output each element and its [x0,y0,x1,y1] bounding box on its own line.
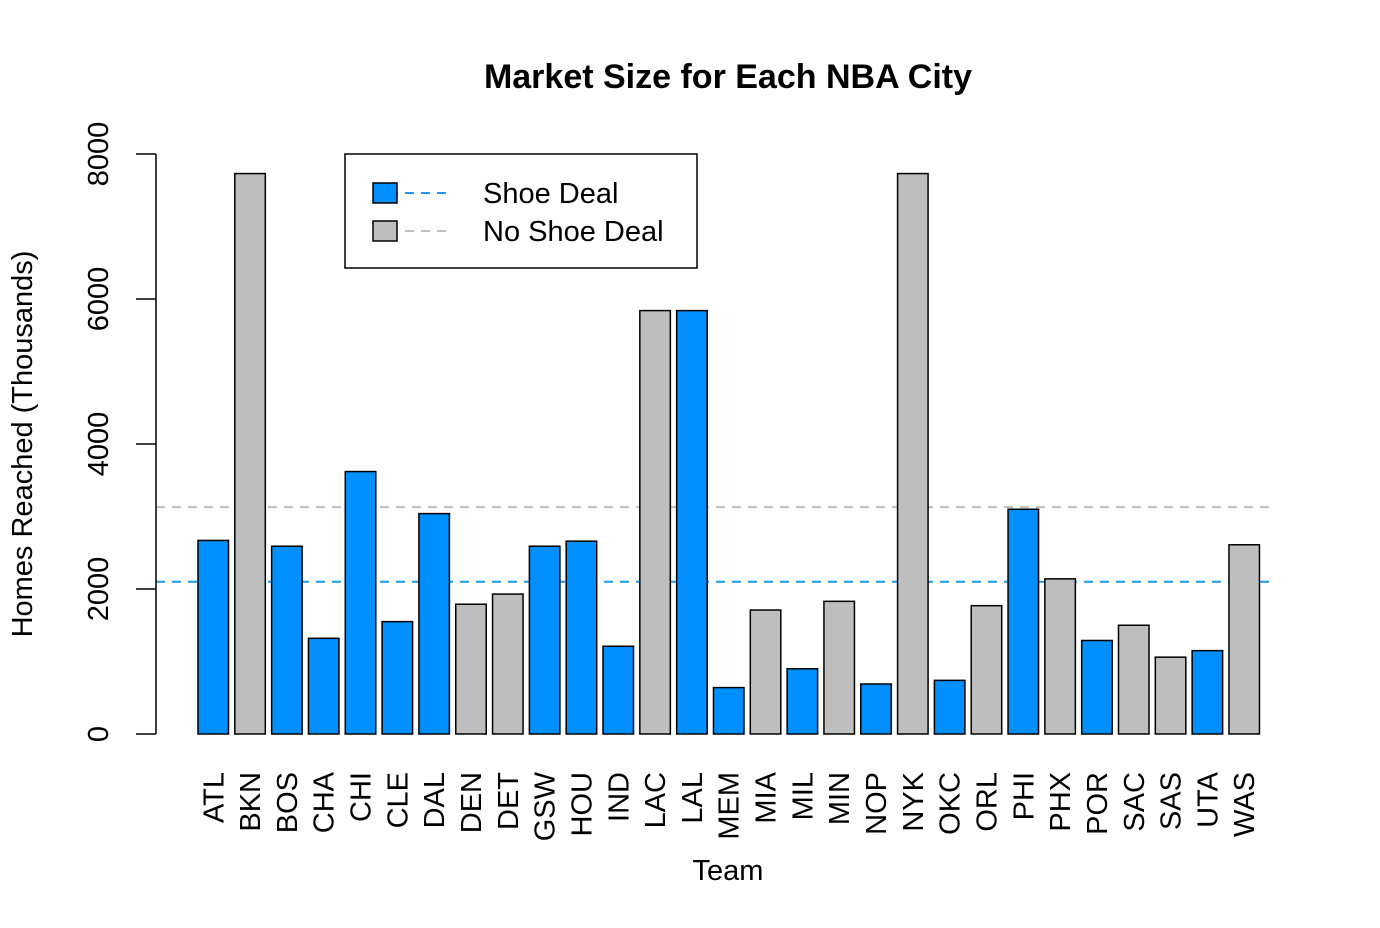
x-tick-label-mia: MIA [751,771,783,823]
bar-sac [1117,624,1150,735]
legend-box [344,153,698,269]
x-tick-labels: ATL BKN BOS CHA CHI CLE DAL DEN DET GSW HOU IND LAC L… [198,771,1261,841]
x-tick-label-chi: CHI [346,772,378,822]
x-tick-label-min: MIN [824,772,856,825]
bar-det [491,593,524,735]
legend-label-no-shoe-deal: No Shoe Deal [483,216,664,248]
bar-mem [712,686,745,735]
x-tick-label-atl: ATL [198,772,230,823]
bar-cha [307,637,340,735]
x-tick-label-phi: PHI [1008,772,1040,820]
bar-mia [749,609,782,735]
bar-den [454,603,487,735]
x-tick-label-nop: NOP [861,772,893,835]
bar-hou [565,540,598,735]
x-tick-label-ind: IND [603,772,635,822]
x-tick-label-lac: LAC [640,772,672,828]
x-tick-label-den: DEN [456,772,488,833]
x-tick-label-lal: LAL [677,772,709,824]
bar-cle [381,620,414,735]
x-tick-label-uta: UTA [1192,771,1224,828]
x-tick-label-cle: CLE [382,772,414,828]
bar-gsw [528,545,561,735]
reference-lines [156,506,1272,583]
x-tick-label-phx: PHX [1045,772,1077,832]
bar-sas [1154,656,1187,735]
x-tick-label-mil: MIL [787,772,819,820]
bar-nop [860,683,893,735]
x-tick-label-sac: SAC [1119,772,1151,832]
bar-bkn [234,172,267,735]
bar-phi [1007,508,1040,735]
y-axis-label: Homes Reached (Thousands) [7,251,39,638]
bar-uta [1191,649,1224,735]
bar-lal [675,309,708,735]
legend-label-shoe-deal: Shoe Deal [483,178,618,210]
bar-atl [197,539,230,735]
x-tick-label-mem: MEM [714,772,746,840]
bar-ind [602,645,635,735]
bar-mil [786,668,819,735]
y-tick-label: 0 [83,726,115,742]
legend-swatch-no-shoe-deal [372,220,398,242]
y-axis: 0 2000 4000 6000 8000 [83,122,157,742]
x-tick-label-bkn: BKN [235,772,267,832]
legend: Shoe Deal No Shoe Deal [344,153,698,269]
y-tick-label: 6000 [83,267,115,332]
x-tick-label-bos: BOS [272,772,304,833]
x-tick-label-dal: DAL [419,772,451,828]
x-axis-label: Team [693,855,764,887]
bar-lac [639,309,672,735]
x-tick-label-okc: OKC [935,772,967,835]
bar-was [1228,544,1261,735]
x-tick-label-gsw: GSW [530,771,562,841]
x-tick-label-hou: HOU [566,772,598,836]
x-tick-label-was: WAS [1229,772,1261,837]
bar-por [1080,639,1113,735]
bar-dal [418,512,451,735]
x-tick-label-cha: CHA [309,771,341,833]
bar-phx [1044,578,1077,735]
bar-bos [270,545,303,735]
bar-chi [344,470,377,735]
bar-okc [933,679,966,735]
y-tick-label: 2000 [83,557,115,622]
bar-min [823,600,856,735]
x-tick-label-sas: SAS [1156,772,1188,830]
legend-swatch-shoe-deal [372,182,398,204]
bar-nyk [896,172,929,735]
y-tick-label: 4000 [83,412,115,477]
bars [197,172,1261,735]
x-tick-label-por: POR [1082,772,1114,835]
x-tick-label-nyk: NYK [898,771,930,831]
x-tick-label-det: DET [493,772,525,830]
x-tick-label-orl: ORL [971,772,1003,832]
y-tick-label: 8000 [83,122,115,187]
chart-title: Market Size for Each NBA City [484,58,972,96]
bar-orl [970,604,1003,735]
